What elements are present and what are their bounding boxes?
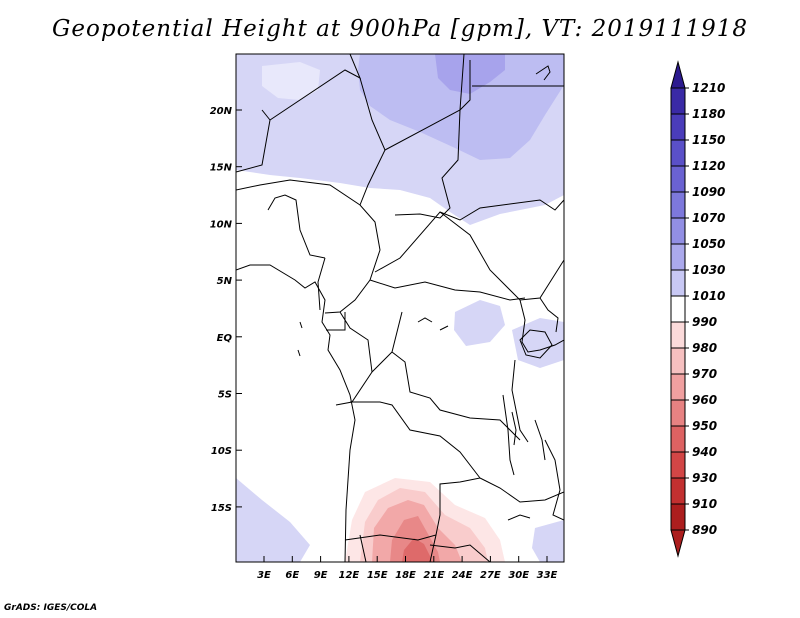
colorbar-segment <box>670 503 686 531</box>
colorbar-segment <box>670 477 686 505</box>
lon-tick-label: 18E <box>395 570 416 581</box>
lon-tick-label: 9E <box>314 570 328 581</box>
shading-1010-patch-southeast <box>532 520 564 562</box>
colorbar-label: 1070 <box>692 211 725 225</box>
colorbar-label: 1090 <box>692 185 725 199</box>
colorbar-label: 940 <box>692 445 717 459</box>
lon-tick-label: 6E <box>285 570 299 581</box>
colorbar-segment <box>670 87 686 115</box>
colorbar-label: 1030 <box>692 263 725 277</box>
colorbar-segment <box>670 399 686 427</box>
lon-tick-label: 27E <box>480 570 501 581</box>
colorbar-segment <box>670 373 686 401</box>
colorbar-segment <box>670 451 686 479</box>
shading-1010-patch-east <box>512 318 564 368</box>
colorbar-segment <box>670 113 686 141</box>
lat-tick-label: 15S <box>211 503 232 514</box>
colorbar-label: 980 <box>692 341 717 355</box>
lon-tick-label: 24E <box>452 570 473 581</box>
colorbar-bottom-arrow <box>670 529 686 558</box>
lon-tick-label: 33E <box>537 570 558 581</box>
colorbar-label: 1010 <box>692 289 725 303</box>
lon-tick-label: 30E <box>508 570 529 581</box>
lon-tick-label: 3E <box>257 570 271 581</box>
lon-tick-label: 21E <box>423 570 444 581</box>
colorbar-label: 1150 <box>692 133 725 147</box>
colorbar-segment <box>670 425 686 453</box>
latitude-axis: 20N 15N 10N 5N EQ 5S 10S 15S <box>210 106 242 514</box>
lat-tick-label: 10S <box>211 446 232 457</box>
lon-tick-label: 15E <box>367 570 388 581</box>
lon-tick-label: 12E <box>339 570 360 581</box>
lat-tick-label: 20N <box>210 106 233 117</box>
shading-1010-patch-central <box>454 300 505 346</box>
colorbar-segment <box>670 217 686 245</box>
colorbar-segment <box>670 139 686 167</box>
credit-text: GrADS: IGES/COLA <box>4 603 98 613</box>
shading-1010-patch-southwest <box>236 478 310 562</box>
lat-tick-label: 10N <box>210 219 233 230</box>
colorbar-label: 1180 <box>692 107 725 121</box>
shading-950 <box>402 538 432 562</box>
map-title: Geopotential Height at 900hPa [gpm], VT:… <box>52 16 748 42</box>
longitude-axis: 3E 6E 9E 12E 15E 18E 21E 24E 27E 30E 33E <box>257 556 558 581</box>
colorbar-label: 970 <box>692 367 717 381</box>
colorbar-segment <box>670 165 686 193</box>
colorbar-label: 990 <box>692 315 717 329</box>
colorbar-label: 950 <box>692 419 717 433</box>
colorbar-segment <box>670 347 686 375</box>
lat-tick-label: 5S <box>218 390 232 401</box>
coastlines <box>236 65 553 562</box>
map-area <box>236 54 564 562</box>
colorbar: 1210 1180 1150 1120 1090 1070 1050 1030 1010 990 9… <box>670 60 725 558</box>
colorbar-label: 890 <box>692 523 717 537</box>
shading-1010-patch-nw <box>262 62 320 100</box>
colorbar-segment <box>670 269 686 297</box>
colorbar-top-arrow <box>670 60 686 89</box>
shading-1030-north <box>358 54 564 160</box>
colorbar-segment <box>670 321 686 349</box>
lat-tick-label: 15N <box>210 163 233 174</box>
colorbar-segment <box>670 295 686 323</box>
lat-tick-label: EQ <box>217 333 233 344</box>
colorbar-label: 1210 <box>692 81 725 95</box>
lat-tick-label: 5N <box>217 276 233 287</box>
colorbar-segment <box>670 191 686 219</box>
colorbar-label: 960 <box>692 393 717 407</box>
country-borders <box>236 54 564 562</box>
colorbar-label: 1120 <box>692 159 725 173</box>
colorbar-label: 910 <box>692 497 717 511</box>
colorbar-label: 1050 <box>692 237 725 251</box>
colorbar-label: 930 <box>692 471 717 485</box>
colorbar-segment <box>670 243 686 271</box>
map-frame <box>235 53 565 563</box>
